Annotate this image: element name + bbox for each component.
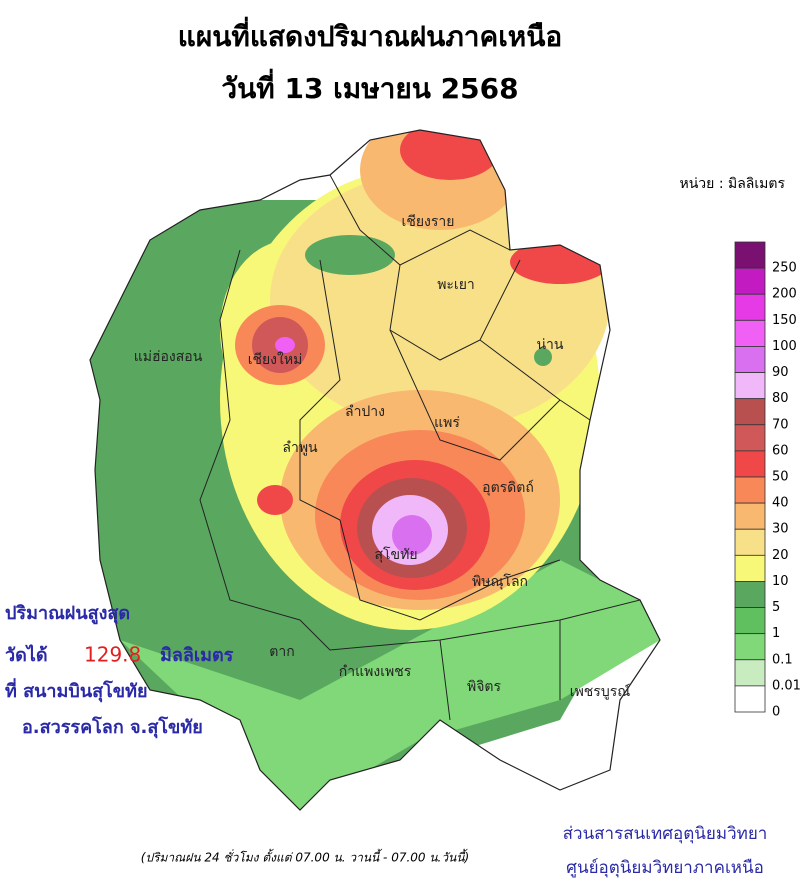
max-unit: มิลลิเมตร [160,645,234,666]
province-label: ลำพูน [282,440,318,456]
legend-label: 10 [772,574,789,589]
agency: ส่วนสารสนเทศอุตุนิยมวิทยา [563,824,768,844]
max-station: ที่ สนามบินสุโขทัย [5,678,148,703]
province-label: ลำปาง [345,404,385,420]
legend-label: 20 [772,548,789,563]
province-label: ตาก [269,644,294,660]
legend-label: 0 [772,705,780,720]
legend-swatch [734,502,766,530]
legend-swatch [734,659,766,687]
title: แผนที่แสดงปริมาณฝนภาคเหนือ [178,16,562,53]
legend-label: 100 [772,339,797,354]
legend-swatch [734,424,766,452]
max-heading: ปริมาณฝนสูงสุด [5,603,130,625]
legend-swatch [734,581,766,608]
province-labels: เชียงราย พะเยา น่าน แม่ฮ่องสอน เชียงใหม่… [134,214,631,700]
legend-swatch [734,633,766,661]
legend-label: 80 [772,391,789,406]
province-label: เชียงใหม่ [248,351,303,368]
province-label: แม่ฮ่องสอน [134,349,203,365]
legend-swatch [734,267,766,295]
max-measured: วัดได้ [5,644,48,666]
footnote: (ปริมาณฝน 24 ชั่วโมง ตั้งแต่ 07.00 น. วา… [141,849,469,865]
agency: ศูนย์อุตุนิยมวิทยาภาคเหนือ [566,858,764,878]
province-borders [199,174,641,721]
legend-swatch [734,450,766,478]
legend-swatch [734,241,766,269]
legend-label: 90 [772,365,789,380]
legend-label: 250 [772,261,797,276]
legend-label: 40 [772,496,789,511]
legend-swatch [734,685,766,713]
legend-label: 60 [772,443,789,458]
legend-label: 30 [772,522,789,537]
legend-swatch [734,607,766,635]
province-label: พิษณุโลก [472,573,528,590]
province-label: กำแพงเพชร [339,664,412,680]
max-location: อ.สวรรคโลก จ.สุโขทัย [22,716,203,739]
province-label: เพชรบูรณ์ [570,683,630,700]
date: วันที่ 13 เมษายน 2568 [221,68,518,105]
legend-label: 70 [772,417,789,432]
legend: 250 200 150 100 90 80 70 60 50 40 30 20 10 5 1 0.1 0.01 0 [734,241,800,720]
legend-label: 5 [772,600,780,615]
legend-swatch [734,554,766,582]
legend-swatch [734,372,766,400]
legend-swatch [734,398,766,426]
province-label: น่าน [536,337,563,353]
unit: หน่วย : มิลลิเมตร [680,176,786,192]
province-label: เชียงราย [402,214,455,230]
legend-label: 0.1 [772,652,793,667]
max-value: 129.8 [84,643,141,667]
province-label: แพร่ [434,415,460,431]
legend-swatch [734,476,766,504]
province-label: พิจิตร [467,679,502,695]
legend-swatch [734,346,766,373]
legend-label: 0.01 [772,678,800,693]
legend-label: 150 [772,313,797,328]
province-label: อุตรดิตถ์ [482,479,534,496]
legend-label: 50 [772,470,789,485]
legend-swatch [734,293,766,321]
province-label: พะเยา [437,277,475,293]
province-label: สุโขทัย [374,546,417,563]
legend-swatch [734,319,766,347]
legend-swatch [734,528,766,556]
legend-label: 1 [772,626,780,641]
legend-label: 200 [772,287,797,302]
